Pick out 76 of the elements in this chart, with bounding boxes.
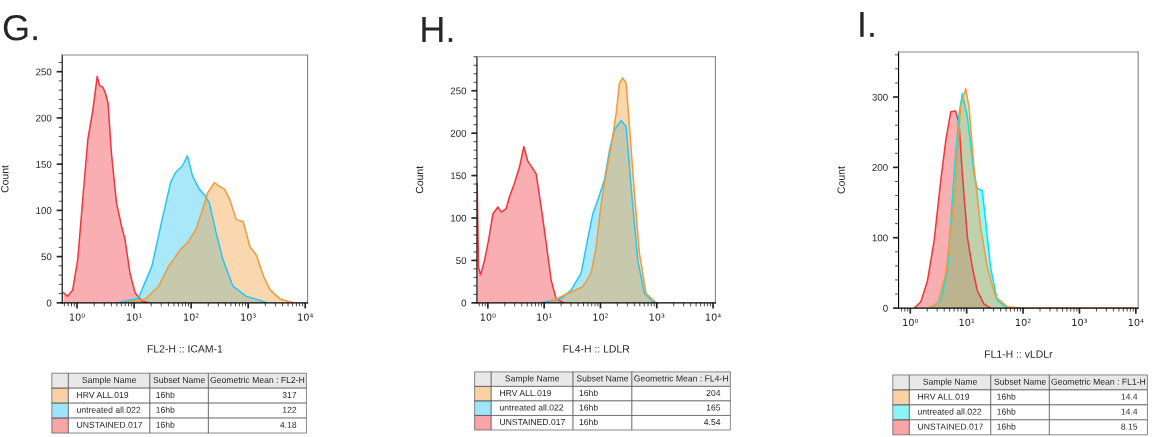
y-tick-label: 50 [456, 257, 467, 265]
text: Geometric Mean : FL2-H [210, 376, 305, 383]
legend-label: HRV ALL.019 [918, 393, 970, 400]
y-tick-label: 100 [451, 214, 467, 222]
y-tick-label: 200 [36, 114, 52, 122]
y-tick-label: 250 [36, 68, 52, 76]
x-tick-label: 10⁴ [705, 313, 721, 321]
text: 16hb [156, 406, 175, 413]
text: 16hb [579, 404, 598, 411]
x-tick-label: 10³ [1072, 318, 1088, 327]
x-tick-label: 10³ [649, 313, 665, 321]
text: Subset Name [153, 376, 205, 383]
legend-label: UNSTAINED.017 [77, 421, 142, 428]
legend-label: UNSTAINED.017 [918, 423, 983, 430]
x-axis-title: FL2-H :: ICAM-1 [147, 345, 223, 353]
y-tick-label: 150 [451, 172, 467, 180]
text: 165 [706, 404, 721, 411]
x-tick-label: 10¹ [959, 318, 975, 327]
chart-title: H. [422, 17, 453, 42]
y-axis-title: Count [1, 165, 9, 193]
y-axis-title: Count [415, 166, 424, 194]
text: 122 [282, 406, 297, 413]
x-tick-label: 10⁴ [1128, 318, 1144, 327]
y-tick-label: 0 [46, 299, 52, 307]
text: Sample Name [505, 375, 560, 384]
text: 16hb [156, 391, 175, 398]
text: 16hb [579, 418, 598, 426]
text: 16hb [997, 408, 1016, 415]
text: 4.18 [280, 421, 297, 428]
chart-title: I. [860, 11, 874, 37]
text: 317 [282, 391, 297, 398]
text: 14.4 [1121, 393, 1138, 400]
legend-label: UNSTAINED.017 [500, 418, 565, 426]
text: 14.4 [1121, 408, 1138, 415]
chart-title: G. [3, 14, 37, 41]
text: 16hb [997, 393, 1016, 400]
y-tick-label: 200 [872, 164, 888, 171]
y-tick-label: 250 [450, 87, 467, 95]
x-tick-label: 10² [184, 313, 199, 321]
text: Sample Name [82, 376, 137, 385]
x-tick-label: 10⁰ [903, 318, 919, 327]
x-tick-label: 10⁰ [69, 313, 85, 321]
text: Geometric Mean : FL4-H [634, 375, 728, 382]
text: Geometric Mean : FL1-H [1051, 378, 1146, 385]
text: 16hb [579, 389, 598, 396]
text: 16hb [156, 421, 175, 428]
legend-label: HRV ALL.019 [77, 391, 129, 398]
legend-label: untreated all.022 [499, 404, 564, 411]
x-tick-label: 10² [1015, 318, 1031, 327]
x-axis-title: FL1-H :: vLDLr [985, 350, 1053, 358]
text: Subset Name [576, 375, 629, 382]
text: 204 [706, 389, 721, 396]
legend-label: untreated all.022 [77, 406, 141, 413]
x-tick-label: 10³ [241, 313, 256, 321]
text: Sample Name [923, 378, 977, 387]
text: Subset Name [994, 378, 1046, 385]
y-tick-label: 150 [36, 160, 52, 168]
text: 4.54 [703, 419, 721, 426]
x-tick-label: 10¹ [127, 313, 142, 321]
x-tick-label: 10¹ [537, 313, 552, 321]
x-tick-label: 10⁴ [298, 313, 314, 321]
y-tick-label: 50 [41, 253, 52, 261]
y-tick-label: 300 [872, 93, 888, 101]
x-tick-label: 10⁰ [480, 313, 496, 321]
x-axis-title: FL4-H :: LDLR [563, 345, 630, 353]
text: 16hb [997, 423, 1016, 430]
y-tick-label: 0 [461, 299, 467, 307]
y-axis-title: Count [837, 166, 845, 194]
x-tick-label: 10² [593, 313, 608, 321]
legend-label: untreated all.022 [918, 408, 982, 415]
y-tick-label: 200 [450, 129, 467, 137]
y-tick-label: 100 [872, 234, 888, 242]
y-tick-label: 0 [883, 304, 888, 312]
text: 8.15 [1121, 423, 1138, 430]
y-tick-label: 100 [36, 207, 52, 214]
legend-label: HRV ALL.019 [500, 389, 552, 396]
